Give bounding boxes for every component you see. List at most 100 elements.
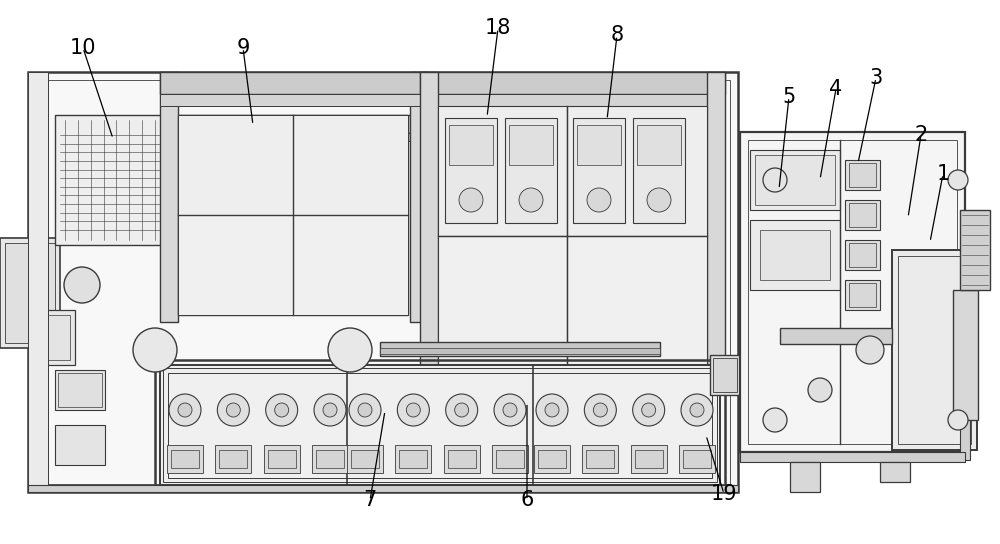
Circle shape [323, 403, 337, 417]
Text: 1: 1 [936, 164, 950, 184]
Bar [960, 420, 970, 460]
Bar [170, 115, 560, 133]
Bar [760, 230, 830, 280]
Bar [163, 368, 717, 482]
Circle shape [642, 403, 656, 417]
Bar [683, 450, 711, 468]
Bar [240, 160, 282, 190]
Circle shape [593, 403, 607, 417]
Bar [960, 210, 990, 290]
Text: 10: 10 [70, 38, 96, 58]
Bar [748, 140, 957, 444]
Bar [28, 72, 738, 492]
Circle shape [397, 394, 429, 426]
Bar [567, 236, 707, 366]
Circle shape [763, 408, 787, 432]
Bar [5, 243, 55, 343]
Bar [953, 290, 978, 420]
Bar [755, 155, 835, 205]
Bar [438, 106, 567, 236]
Circle shape [856, 336, 884, 364]
Bar [849, 203, 876, 227]
Bar [312, 445, 348, 473]
Bar [444, 445, 480, 473]
Circle shape [226, 403, 240, 417]
Circle shape [455, 403, 469, 417]
Bar [448, 450, 476, 468]
Circle shape [948, 410, 968, 430]
Bar [307, 200, 335, 220]
Bar [183, 175, 219, 190]
Bar [845, 240, 880, 270]
Bar [295, 155, 347, 230]
Bar [58, 373, 102, 407]
Bar [55, 370, 105, 410]
Text: 5: 5 [782, 87, 796, 107]
Bar [155, 360, 725, 490]
Bar [898, 256, 971, 444]
Circle shape [503, 403, 517, 417]
Bar [167, 445, 203, 473]
Circle shape [64, 267, 100, 303]
Bar [219, 450, 247, 468]
Circle shape [536, 394, 568, 426]
Circle shape [681, 394, 713, 426]
Circle shape [133, 328, 177, 372]
Circle shape [217, 394, 249, 426]
Bar [740, 132, 965, 452]
Circle shape [314, 394, 346, 426]
Bar [845, 280, 880, 310]
Bar [713, 358, 737, 392]
Bar [380, 342, 660, 356]
Bar [303, 175, 339, 190]
Bar [849, 163, 876, 187]
Bar [445, 118, 497, 223]
Bar [399, 450, 427, 468]
Bar [438, 236, 567, 366]
Bar [577, 125, 621, 165]
Bar [178, 115, 408, 315]
Bar [36, 80, 730, 484]
Bar [631, 445, 667, 473]
Bar [316, 450, 344, 468]
Text: 3: 3 [869, 68, 883, 88]
Bar [235, 155, 287, 230]
Bar [880, 462, 910, 482]
Bar [492, 445, 528, 473]
Bar [351, 450, 379, 468]
Bar [45, 315, 70, 360]
Circle shape [690, 403, 704, 417]
Text: 9: 9 [236, 38, 250, 58]
Bar [268, 450, 296, 468]
Circle shape [633, 394, 665, 426]
Circle shape [446, 394, 478, 426]
Bar [567, 106, 707, 236]
Bar [707, 72, 725, 382]
Bar [367, 200, 395, 220]
Bar [293, 215, 408, 315]
Bar [293, 115, 408, 215]
Bar [160, 72, 428, 94]
Circle shape [948, 170, 968, 190]
Circle shape [266, 394, 298, 426]
Circle shape [808, 378, 832, 402]
Bar [55, 425, 105, 465]
Bar [420, 94, 725, 106]
Bar [573, 118, 625, 223]
Text: 6: 6 [520, 491, 534, 510]
Bar [180, 160, 222, 190]
Bar [710, 355, 740, 395]
Bar [637, 125, 681, 165]
Bar [40, 310, 75, 365]
Bar [420, 72, 438, 382]
Bar [243, 175, 279, 190]
Bar [380, 348, 660, 354]
Text: 4: 4 [829, 79, 843, 98]
Bar [538, 450, 566, 468]
Bar [178, 215, 293, 315]
Bar [845, 200, 880, 230]
Bar [586, 450, 614, 468]
Bar [160, 94, 428, 106]
Bar [264, 445, 300, 473]
Bar [582, 445, 618, 473]
